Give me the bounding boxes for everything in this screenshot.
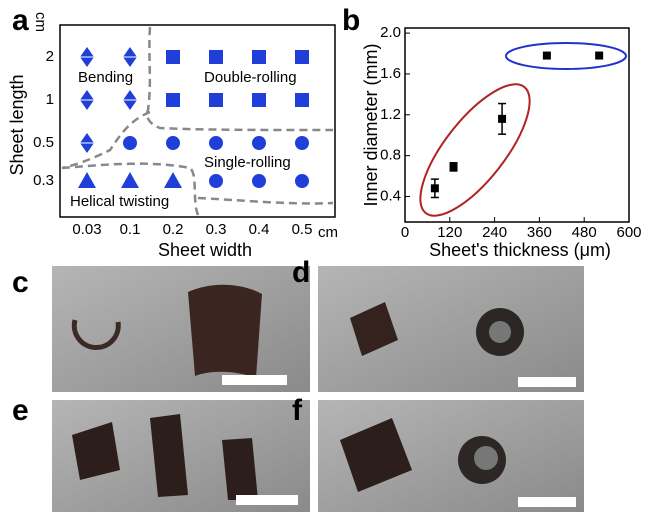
region-label: Helical twisting <box>70 193 169 210</box>
point <box>543 52 551 60</box>
panel-label: a <box>12 4 29 37</box>
marker-circle <box>252 174 266 188</box>
x-tick-label: 120 <box>437 224 462 241</box>
x-tick-label: 0.5 <box>292 221 313 238</box>
marker-square <box>295 50 309 64</box>
frame-a <box>60 25 335 217</box>
y-tick-label: 1.6 <box>380 65 401 82</box>
x-tick-label: 600 <box>616 224 641 241</box>
region-label: Bending <box>78 69 133 86</box>
x-tick-label: 360 <box>527 224 552 241</box>
x-tick-label: 240 <box>482 224 507 241</box>
point <box>450 163 458 171</box>
marker-circle <box>295 174 309 188</box>
marker-square <box>209 50 223 64</box>
point <box>595 52 603 60</box>
x-axis-label: Sheet's thickness (μm) <box>429 240 611 260</box>
panel-label: c <box>12 266 29 299</box>
marker-square <box>252 93 266 107</box>
x-tick-label: 0.03 <box>72 221 101 238</box>
x-tick-label: 0 <box>401 224 409 241</box>
panel-label: f <box>292 394 303 427</box>
marker-square <box>252 50 266 64</box>
y-tick-label: 2 <box>46 48 54 65</box>
y-tick-label: 0.5 <box>33 134 54 151</box>
x-tick-label: 0.4 <box>249 221 270 238</box>
panel-label: d <box>292 256 310 289</box>
x-tick-label: 0.1 <box>120 221 141 238</box>
figure: a b c d e f 0.03 0.1 0.2 0.3 0.4 0.5 2 1 0.5 0.3 cm cm She… <box>0 0 654 512</box>
marker-circle <box>166 136 180 150</box>
y-unit: cm <box>32 12 49 32</box>
y-tick-label: 2.0 <box>380 24 401 41</box>
marker-circle <box>252 136 266 150</box>
point <box>498 115 506 123</box>
panel-label: b <box>342 4 360 37</box>
x-tick-label: 0.3 <box>206 221 227 238</box>
region-label: Double-rolling <box>204 69 297 86</box>
y-tick-label: 0.8 <box>380 147 401 164</box>
marker-circle <box>123 136 137 150</box>
ellipse <box>402 68 548 231</box>
marker-square <box>166 50 180 64</box>
marker-square <box>166 93 180 107</box>
x-tick-label: 480 <box>572 224 597 241</box>
marker-circle <box>209 136 223 150</box>
y-axis-label: Sheet length <box>7 74 27 175</box>
page: a b c d e f 0.03 0.1 0.2 0.3 0.4 0.5 2 1 0.5 0.3 cm cm She… <box>0 0 654 512</box>
marker-square <box>209 93 223 107</box>
region-label: Single-rolling <box>204 154 291 171</box>
point <box>431 184 439 192</box>
marker-circle <box>209 174 223 188</box>
phase-boundaries <box>62 27 333 215</box>
x-axis-label: Sheet width <box>158 240 252 260</box>
marker-triangle <box>121 172 139 188</box>
marker-triangle <box>78 172 96 188</box>
photos <box>52 266 584 512</box>
y-tick-label: 0.4 <box>380 187 401 204</box>
x-unit: cm <box>318 224 338 241</box>
panel-label: e <box>12 394 29 427</box>
y-tick-label: 0.3 <box>33 172 54 189</box>
y-tick-label: 1.2 <box>380 106 401 123</box>
x-tick-label: 0.2 <box>163 221 184 238</box>
marker-circle <box>295 136 309 150</box>
ellipse <box>506 43 626 69</box>
y-axis-label: Inner diameter (mm) <box>361 43 381 206</box>
y-tick-label: 1 <box>46 91 54 108</box>
marker-square <box>295 93 309 107</box>
marker-triangle <box>164 172 182 188</box>
